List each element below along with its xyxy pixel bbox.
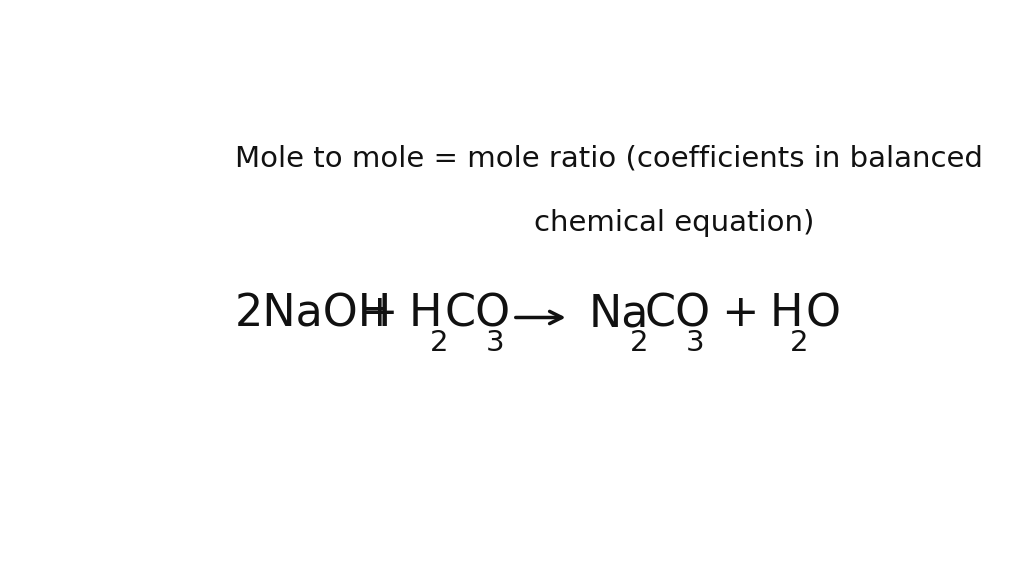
Text: +: + — [708, 293, 773, 335]
Text: Mole to mole = mole ratio (coefficients in balanced: Mole to mole = mole ratio (coefficients … — [236, 145, 983, 173]
Text: 2: 2 — [791, 329, 809, 357]
Text: CO: CO — [444, 293, 511, 335]
Text: CO: CO — [645, 293, 711, 335]
Text: 2NaOH: 2NaOH — [236, 293, 392, 335]
Text: H: H — [770, 293, 803, 335]
Text: 3: 3 — [686, 329, 705, 357]
Text: 2: 2 — [630, 329, 648, 357]
Text: Na: Na — [589, 293, 649, 335]
Text: 2: 2 — [429, 329, 447, 357]
Text: O: O — [806, 293, 841, 335]
Text: 3: 3 — [485, 329, 505, 357]
Text: +: + — [347, 293, 413, 335]
Text: H: H — [409, 293, 442, 335]
Text: chemical equation): chemical equation) — [535, 209, 814, 237]
